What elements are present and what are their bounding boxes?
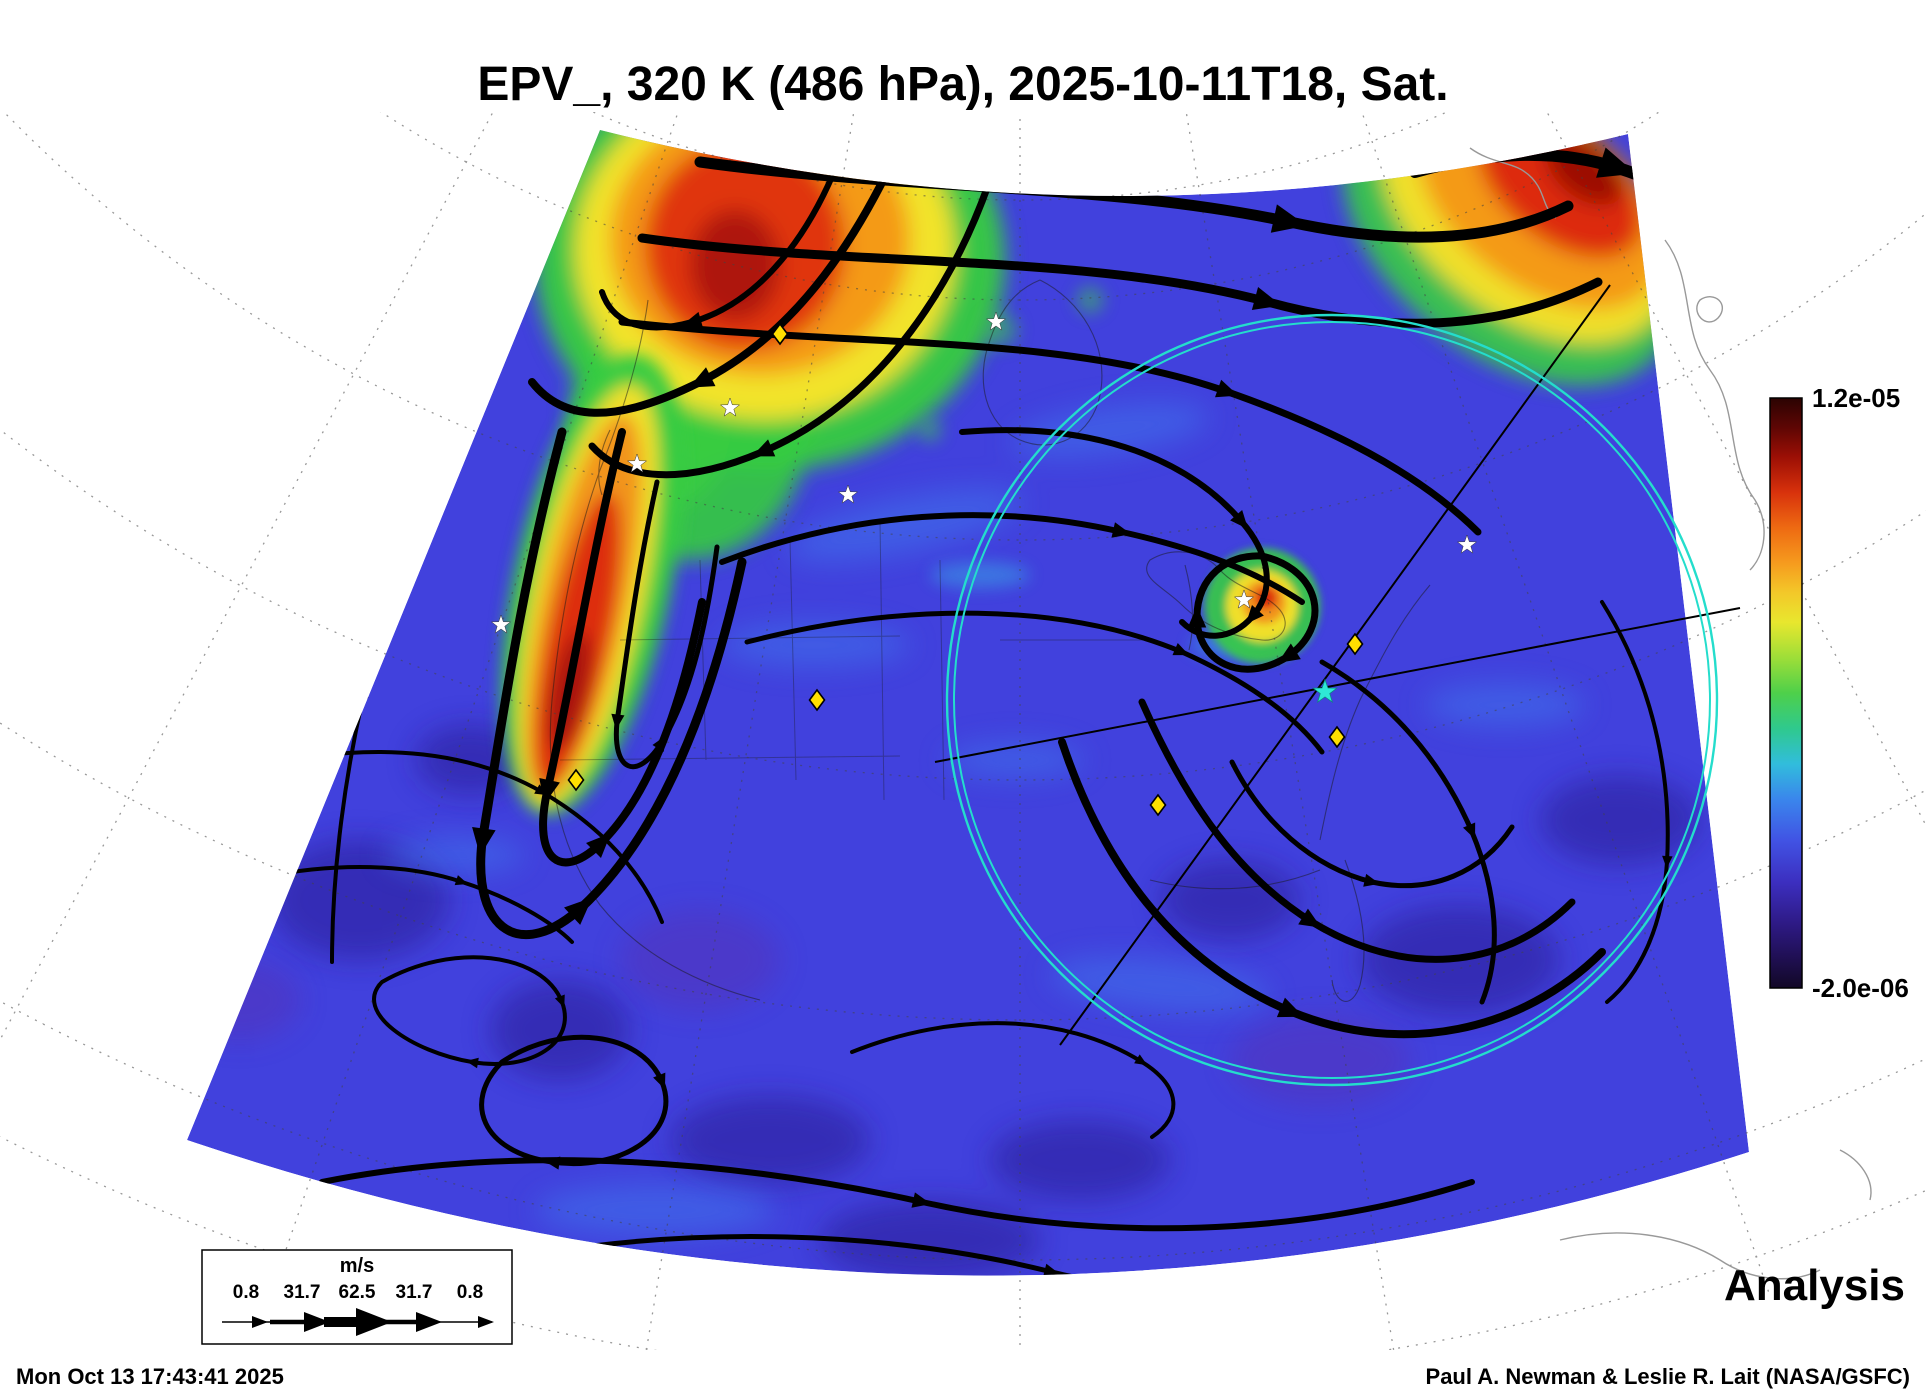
wind-legend-units: m/s (340, 1255, 374, 1277)
colorbar-max-label: 1.2e-05 (1812, 383, 1900, 413)
wind-legend-tick: 31.7 (284, 1282, 321, 1303)
analysis-label: Analysis (1724, 1261, 1905, 1310)
footer-timestamp: Mon Oct 13 17:43:41 2025 (16, 1364, 284, 1389)
wind-legend-tick: 0.8 (233, 1282, 259, 1303)
wind-streamlines (240, 130, 1706, 1276)
coastlines-outside (1469, 147, 1872, 1280)
wind-speed-legend: m/s 0.8 31.7 62.5 31.7 0.8 (201, 1249, 513, 1345)
plot-title: EPV_, 320 K (486 hPa), 2025-10-11T18, Sa… (477, 58, 1448, 111)
wind-legend-tick: 0.8 (457, 1282, 483, 1303)
range-circle (945, 313, 1719, 1087)
wind-legend-tick: 31.7 (396, 1282, 433, 1303)
colorbar: 1.2e-05 -2.0e-06 (1769, 383, 1909, 1003)
wind-legend-tick: 62.5 (339, 1282, 376, 1303)
footer-credit: Paul A. Newman & Leslie R. Lait (NASA/GS… (1426, 1364, 1910, 1389)
colorbar-min-label: -2.0e-06 (1812, 973, 1909, 1003)
wind-legend-arrow (222, 1308, 494, 1336)
state-boundaries (559, 519, 1150, 801)
cross-section-lines (934, 284, 1741, 1046)
